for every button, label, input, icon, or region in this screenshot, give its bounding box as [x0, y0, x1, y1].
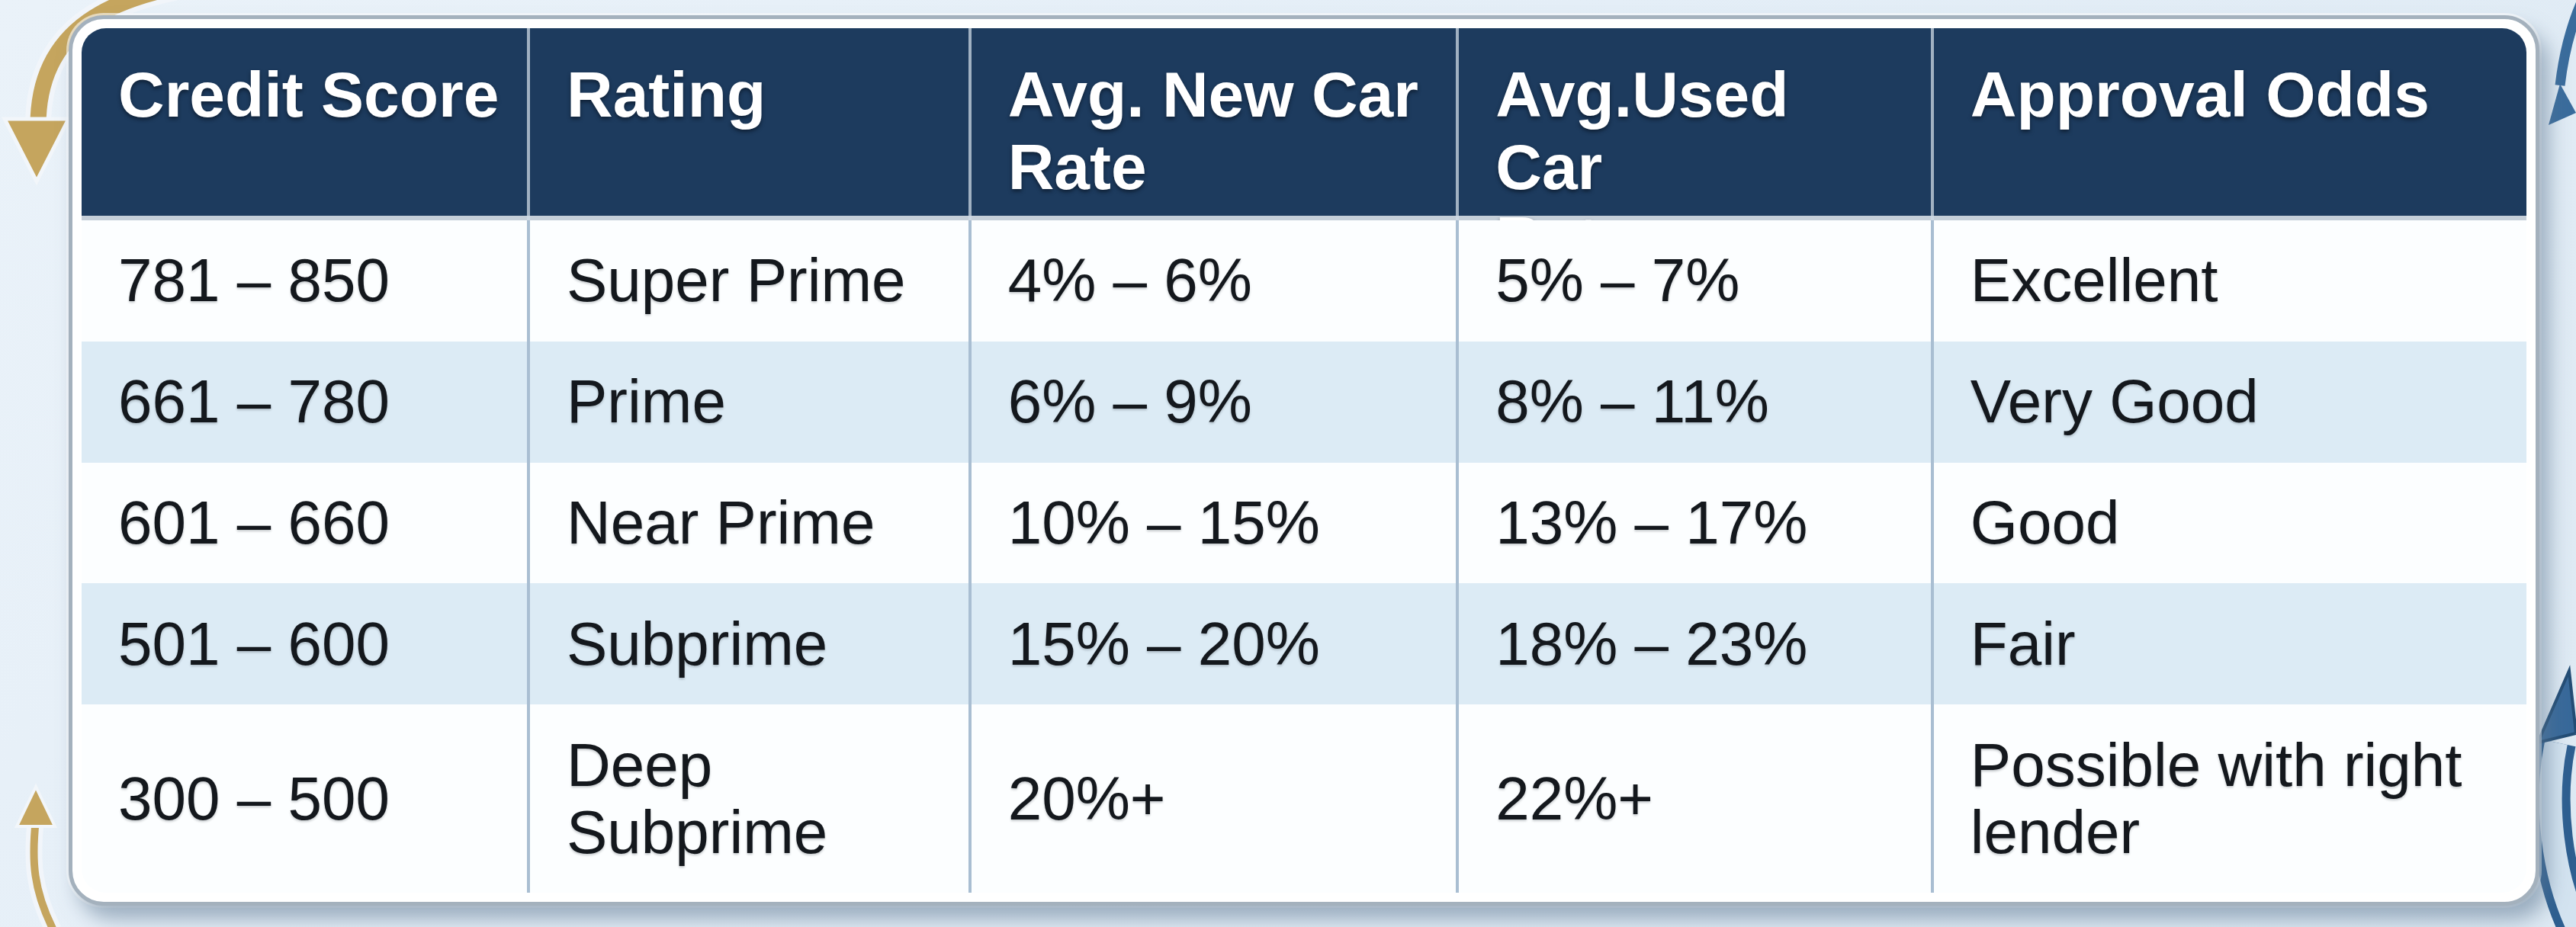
table-header-row: Credit Score Rating Avg. New Car Rate Av… — [82, 28, 2526, 220]
cell-used-car-rate: 5% – 7% — [1459, 220, 1934, 342]
table-row-subprime: 501 – 600 Subprime 15% – 20% 18% – 23% F… — [82, 583, 2526, 704]
table-row-super-prime: 781 – 850 Super Prime 4% – 6% 5% – 7% Ex… — [82, 220, 2526, 342]
cell-new-car-rate: 20%+ — [972, 704, 1460, 893]
cell-approval-odds: Very Good — [1934, 342, 2526, 463]
cell-used-car-rate: 8% – 11% — [1459, 342, 1934, 463]
cell-approval-odds: Good — [1934, 463, 2526, 584]
cell-credit-score: 501 – 600 — [82, 583, 530, 704]
cell-used-car-rate: 22%+ — [1459, 704, 1934, 893]
cell-new-car-rate: 4% – 6% — [972, 220, 1460, 342]
table-row-prime: 661 – 780 Prime 6% – 9% 8% – 11% Very Go… — [82, 342, 2526, 463]
blue-arrow-down-icon — [2549, 0, 2576, 125]
blue-curved-arrow-up-icon — [2538, 671, 2576, 927]
credit-score-table: Credit Score Rating Avg. New Car Rate Av… — [82, 28, 2526, 893]
gold-curved-arrow-up-icon — [17, 787, 55, 927]
cell-rating: Deep Subprime — [530, 704, 972, 893]
cell-rating: Prime — [530, 342, 972, 463]
cell-approval-odds: Excellent — [1934, 220, 2526, 342]
cell-new-car-rate: 6% – 9% — [972, 342, 1460, 463]
table-row-near-prime: 601 – 660 Near Prime 10% – 15% 13% – 17%… — [82, 463, 2526, 584]
credit-table-card: Credit Score Rating Avg. New Car Rate Av… — [69, 15, 2539, 906]
cell-new-car-rate: 10% – 15% — [972, 463, 1460, 584]
cell-approval-odds: Fair — [1934, 583, 2526, 704]
cell-rating: Subprime — [530, 583, 972, 704]
cell-rating: Super Prime — [530, 220, 972, 342]
cell-new-car-rate: 15% – 20% — [972, 583, 1460, 704]
cell-used-car-rate: 13% – 17% — [1459, 463, 1934, 584]
cell-credit-score: 300 – 500 — [82, 704, 530, 893]
table-row-deep-subprime: 300 – 500 Deep Subprime 20%+ 22%+ Possib… — [82, 704, 2526, 893]
page-background: { "chart_data": { "type": "table", "colu… — [0, 0, 2576, 927]
cell-used-car-rate: 18% – 23% — [1459, 583, 1934, 704]
cell-credit-score: 661 – 780 — [82, 342, 530, 463]
cell-approval-odds: Possible with right lender — [1934, 704, 2526, 893]
cell-credit-score: 601 – 660 — [82, 463, 530, 584]
cell-rating: Near Prime — [530, 463, 972, 584]
cell-credit-score: 781 – 850 — [82, 220, 530, 342]
